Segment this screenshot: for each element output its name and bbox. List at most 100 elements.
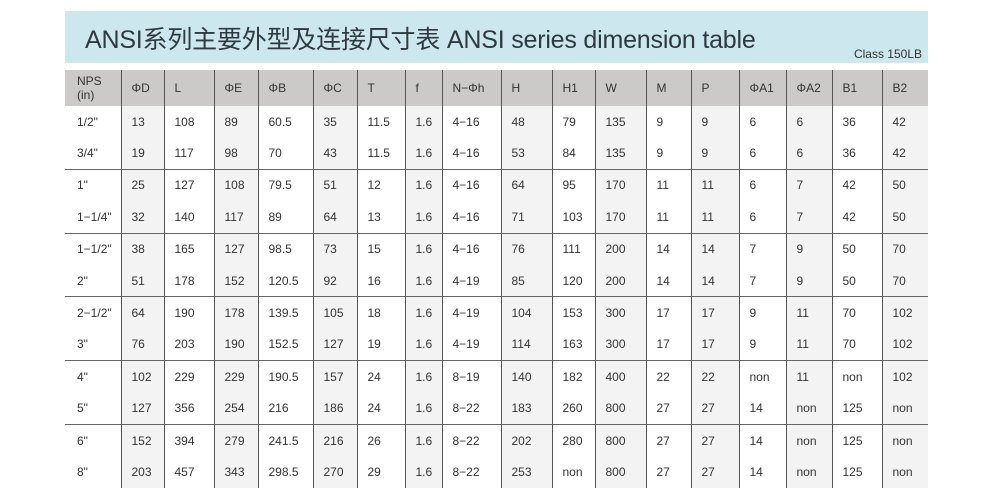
table-cell: 42 [881,137,928,170]
table-cell: 190 [213,328,258,361]
table-cell: 11 [785,328,832,361]
class-label: Class 150LB [853,47,922,61]
table-cell: 135 [594,106,646,138]
table-cell: 140 [163,201,214,234]
table-cell: 42 [881,106,928,138]
table-cell: 111 [551,232,595,265]
table-cell: 139.5 [257,296,313,329]
table-cell: 216 [312,423,357,457]
table-cell: 7 [738,264,786,297]
column-header: ΦC [312,70,357,106]
table-row: 1" 25 127 108 79.5 51 12 1.6 4−16 64 95 170 11 11 6 7 42… [65,168,928,202]
table-cell: 43 [312,137,357,170]
table-cell: 8" [77,464,88,479]
table-cell: 42 [831,201,882,234]
table-cell: 3/4" [77,146,98,161]
table-cell: 1.6 [404,360,442,393]
table-cell: 32 [120,201,164,234]
table-cell: 152.5 [257,328,313,361]
table-cell: 4−16 [441,201,501,234]
table-cell: 1.6 [404,232,442,265]
table-cell: 84 [551,137,595,170]
table-cell: 102 [881,360,928,393]
table-cell: 92 [312,264,357,297]
page-title: ANSI系列主要外型及连接尺寸表 ANSI series dimension t… [85,26,756,54]
table-cell: 125 [831,392,882,425]
table-cell: 270 [312,456,357,488]
table-cell: 140 [500,360,552,393]
table-cell: 1.6 [404,392,442,425]
table-cell: 14 [690,232,739,265]
table-cell: 7 [738,232,786,265]
table-cell: non [785,392,832,425]
table-cell: 50 [831,264,882,297]
table-cell: 22 [645,360,691,393]
column-header: ΦB [257,70,313,106]
table-cell: 8−19 [441,360,501,393]
table-cell: 27 [645,456,691,488]
table-cell: 1/2" [77,114,98,129]
table-cell: 11 [785,360,832,393]
table-cell: 1−1/2" [65,232,121,265]
table-cell: 127 [312,328,357,361]
column-header: B2 [881,70,928,106]
table-cell: 1.6 [404,106,442,138]
table-cell: 102 [881,328,928,361]
table-cell: 163 [551,328,595,361]
table-cell: 89 [257,201,313,234]
table-cell: 108 [213,168,258,202]
table-cell: 17 [690,328,739,361]
column-header: ΦA2 [785,70,832,106]
table-cell: 200 [594,264,646,297]
table-cell: 4−19 [441,264,501,297]
table-cell: 4−19 [441,328,501,361]
table-cell: 190 [163,296,214,329]
table-cell: 279 [213,423,258,457]
table-cell: 14 [690,264,739,297]
table-cell: 95 [551,168,595,202]
table-cell: non [738,360,786,393]
table-cell: 19 [356,328,405,361]
table-cell: 120.5 [257,264,313,297]
table-cell: 70 [831,296,882,329]
table-cell: 253 [500,456,552,488]
table-cell: 53 [500,137,552,170]
table-cell: 183 [500,392,552,425]
table-cell: 50 [881,168,928,202]
table-cell: 117 [163,137,214,170]
table-cell: 51 [120,264,164,297]
table-cell: 11 [785,296,832,329]
table-cell: 11 [690,168,739,202]
column-header: P [690,70,739,106]
column-header: M [645,70,691,106]
table-cell: 8−22 [441,456,501,488]
table-cell: 29 [356,456,405,488]
table-cell: non [785,456,832,488]
table-cell: 26 [356,423,405,457]
table-row: 8" 203 457 343 298.5 270 29 1.6 8−22 253 non 800 27 2… [65,456,928,488]
table-cell: 254 [213,392,258,425]
table-cell: 13 [356,201,405,234]
table-cell: 102 [120,360,164,393]
table-row: 4" 102 229 229 190.5 157 24 1.6 8−19 140 182 400 22 2… [65,360,928,393]
column-header: ΦD [120,70,164,106]
column-header: T [356,70,405,106]
table-cell: 9 [690,137,739,170]
table-cell: 7 [785,168,832,202]
table-cell: 1.6 [404,201,442,234]
table-cell: 343 [213,456,258,488]
table-cell: 9 [645,137,691,170]
table-cell: 298.5 [257,456,313,488]
table-cell: 300 [594,328,646,361]
table-cell: non [831,360,882,393]
table-cell: 203 [163,328,214,361]
table-cell: 5" [77,401,88,416]
table-cell: 153 [551,296,595,329]
table-cell: 1−1/4" [77,209,112,224]
table-cell: 14 [645,232,691,265]
table-cell: 14 [738,456,786,488]
table-cell: 22 [690,360,739,393]
table-cell: 1.6 [404,328,442,361]
table-cell: 4−16 [441,106,501,138]
